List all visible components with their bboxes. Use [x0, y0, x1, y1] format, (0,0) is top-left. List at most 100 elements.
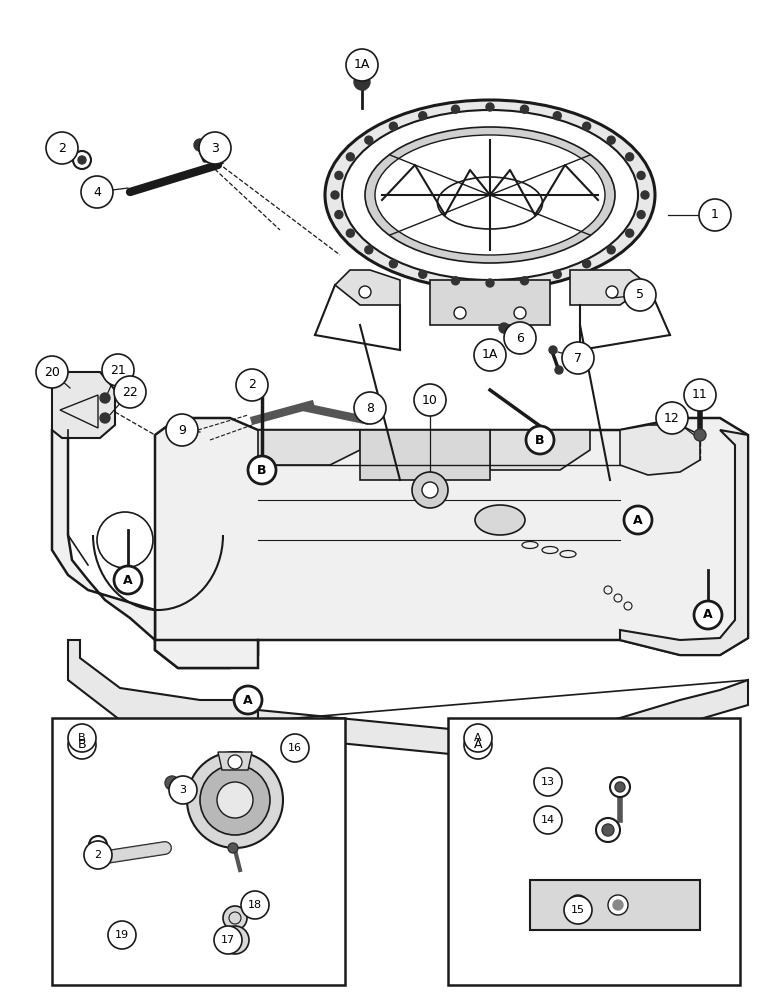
- Ellipse shape: [325, 100, 655, 290]
- Text: 19: 19: [115, 930, 129, 940]
- Polygon shape: [52, 372, 115, 438]
- Text: 3: 3: [211, 141, 219, 154]
- Text: 9: 9: [178, 424, 186, 436]
- Circle shape: [97, 512, 153, 568]
- Circle shape: [694, 387, 706, 399]
- Circle shape: [486, 279, 494, 287]
- Circle shape: [199, 132, 231, 164]
- Circle shape: [84, 841, 112, 869]
- Text: 15: 15: [571, 905, 585, 915]
- Circle shape: [169, 776, 197, 804]
- Circle shape: [234, 686, 262, 714]
- Circle shape: [499, 323, 509, 333]
- Text: 8: 8: [366, 401, 374, 414]
- Circle shape: [359, 286, 371, 298]
- Text: 3: 3: [180, 785, 187, 795]
- Text: 2: 2: [58, 141, 66, 154]
- Polygon shape: [52, 430, 258, 668]
- Circle shape: [389, 260, 398, 268]
- Text: 12: 12: [664, 412, 680, 424]
- Ellipse shape: [375, 135, 605, 255]
- Circle shape: [94, 841, 102, 849]
- Text: 22: 22: [122, 385, 138, 398]
- Circle shape: [414, 384, 446, 416]
- Circle shape: [418, 112, 427, 120]
- Text: 21: 21: [110, 363, 126, 376]
- Circle shape: [114, 376, 146, 408]
- Circle shape: [554, 112, 561, 120]
- Circle shape: [699, 199, 731, 231]
- Circle shape: [187, 752, 283, 848]
- Circle shape: [624, 506, 652, 534]
- Circle shape: [656, 402, 688, 434]
- Circle shape: [200, 765, 270, 835]
- Circle shape: [354, 74, 370, 90]
- Text: A: A: [124, 574, 133, 586]
- FancyBboxPatch shape: [52, 718, 345, 985]
- Circle shape: [454, 307, 466, 319]
- Polygon shape: [218, 752, 252, 770]
- Text: 5: 5: [636, 288, 644, 302]
- Circle shape: [608, 246, 615, 254]
- Circle shape: [36, 356, 68, 388]
- Circle shape: [214, 926, 242, 954]
- Circle shape: [573, 900, 583, 910]
- Polygon shape: [68, 640, 258, 735]
- Text: 20: 20: [44, 365, 60, 378]
- Circle shape: [331, 191, 339, 199]
- Circle shape: [452, 277, 459, 285]
- Text: 1A: 1A: [354, 58, 371, 72]
- Circle shape: [108, 921, 136, 949]
- Circle shape: [610, 777, 630, 797]
- Circle shape: [229, 934, 241, 946]
- Circle shape: [694, 429, 706, 441]
- Circle shape: [335, 211, 343, 219]
- Polygon shape: [335, 270, 400, 305]
- Circle shape: [520, 105, 529, 113]
- Circle shape: [165, 776, 179, 790]
- Circle shape: [613, 900, 623, 910]
- Circle shape: [596, 818, 620, 842]
- Circle shape: [464, 731, 492, 759]
- Circle shape: [354, 392, 386, 424]
- Circle shape: [281, 734, 309, 762]
- Text: B: B: [78, 738, 86, 752]
- Text: 2: 2: [248, 378, 256, 391]
- Circle shape: [78, 156, 86, 164]
- Text: 6: 6: [516, 332, 524, 344]
- Circle shape: [68, 731, 96, 759]
- Text: 7: 7: [574, 352, 582, 364]
- Text: 2: 2: [94, 850, 102, 860]
- Text: A: A: [474, 733, 482, 743]
- Circle shape: [102, 354, 134, 386]
- Circle shape: [114, 566, 142, 594]
- Text: A: A: [474, 738, 482, 752]
- Circle shape: [568, 895, 588, 915]
- Circle shape: [555, 366, 563, 374]
- Polygon shape: [490, 430, 590, 470]
- Circle shape: [100, 393, 110, 403]
- Circle shape: [46, 132, 78, 164]
- Circle shape: [624, 279, 656, 311]
- Text: 16: 16: [288, 743, 302, 753]
- Circle shape: [684, 379, 716, 411]
- Circle shape: [464, 724, 492, 752]
- Text: 1: 1: [711, 209, 719, 222]
- Circle shape: [625, 229, 634, 237]
- Circle shape: [583, 122, 591, 130]
- Circle shape: [637, 171, 645, 179]
- Polygon shape: [258, 430, 360, 465]
- Circle shape: [608, 136, 615, 144]
- Text: 10: 10: [422, 393, 438, 406]
- Polygon shape: [620, 430, 748, 655]
- Circle shape: [335, 171, 343, 179]
- Text: A: A: [703, 608, 713, 621]
- Circle shape: [365, 246, 373, 254]
- Text: 18: 18: [248, 900, 262, 910]
- Circle shape: [221, 926, 249, 954]
- Circle shape: [422, 482, 438, 498]
- Circle shape: [549, 346, 557, 354]
- Circle shape: [520, 277, 529, 285]
- Circle shape: [625, 153, 634, 161]
- Circle shape: [554, 270, 561, 278]
